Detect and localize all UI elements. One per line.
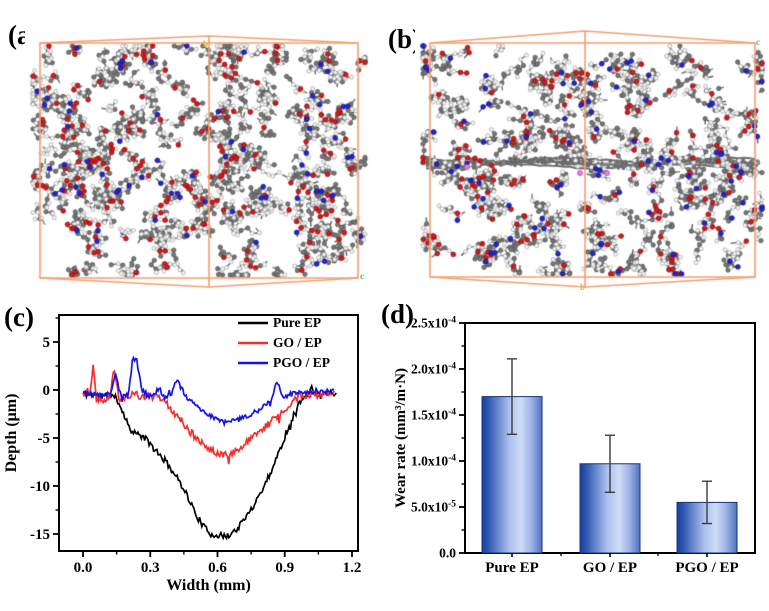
- axis-marker-c-icon: c: [756, 37, 760, 47]
- axis-marker-c-icon: c: [360, 271, 364, 281]
- svg-text:0: 0: [43, 383, 51, 399]
- simulation-snapshot-b: [415, 18, 767, 294]
- svg-text:-5: -5: [38, 431, 51, 447]
- y-tick-label: 2.5x10-4: [411, 316, 456, 331]
- wear-rate-chart: 0.0 5.0x10-5 1.0x10-4 1.5x10-4 2.0x10-4 2.5x1…: [393, 316, 756, 576]
- panel-d-label: (d): [381, 299, 414, 329]
- legend-label: PGO / EP: [273, 355, 330, 370]
- svg-text:-15: -15: [30, 527, 50, 543]
- depth-profile-chart: 0.0 0.3 0.6 0.9 1.2 5 0 -5 -10 -15 Width (mm) Depth…: [3, 314, 362, 594]
- svg-text:0.9: 0.9: [275, 560, 294, 576]
- x-axis-title: Width (mm): [166, 577, 251, 594]
- category-label: Pure EP: [485, 560, 538, 576]
- y-tick-label: 5.0x10-5: [411, 500, 456, 515]
- bar-chart-axes: 0.0 5.0x10-5 1.0x10-4 1.5x10-4 2.0x10-4 2.5x1…: [393, 316, 756, 561]
- y-tick-label: 1.5x10-4: [411, 408, 456, 423]
- bars: Pure EP GO / EP PGO / EP: [481, 358, 739, 576]
- category-label: PGO / EP: [675, 560, 738, 576]
- legend-label: GO / EP: [273, 335, 322, 350]
- legend-label: Pure EP: [273, 315, 321, 330]
- svg-text:5: 5: [43, 335, 51, 351]
- series-pgoep: [82, 355, 335, 428]
- series-pureep: [82, 383, 337, 541]
- svg-text:0.0: 0.0: [74, 560, 93, 576]
- simulation-snapshot-a: [25, 25, 370, 291]
- svg-text:0.3: 0.3: [141, 560, 160, 576]
- svg-text:0.6: 0.6: [208, 560, 227, 576]
- panel-c-label: (c): [4, 302, 34, 332]
- y-tick-label: 1.0x10-4: [411, 454, 456, 469]
- category-label: GO / EP: [583, 560, 637, 576]
- line-chart-axes: 0.0 0.3 0.6 0.9 1.2 5 0 -5 -10 -15 Width (mm) Depth…: [3, 314, 362, 594]
- svg-text:1.2: 1.2: [343, 560, 362, 576]
- series-goep: [82, 364, 335, 465]
- y-axis-title: Depth (μm): [3, 394, 20, 473]
- axis-marker-b-icon: b: [580, 282, 586, 292]
- legend: Pure EP GO / EP PGO / EP: [238, 315, 330, 370]
- y-tick-label: 2.0x10-4: [411, 362, 456, 377]
- y-tick-label: 0.0: [439, 546, 456, 561]
- svg-text:-10: -10: [30, 479, 50, 495]
- axis-marker-b-icon: b: [203, 39, 209, 49]
- y-axis-title: Wear rate (mm³/m·N): [393, 368, 409, 508]
- line-series: [82, 355, 337, 541]
